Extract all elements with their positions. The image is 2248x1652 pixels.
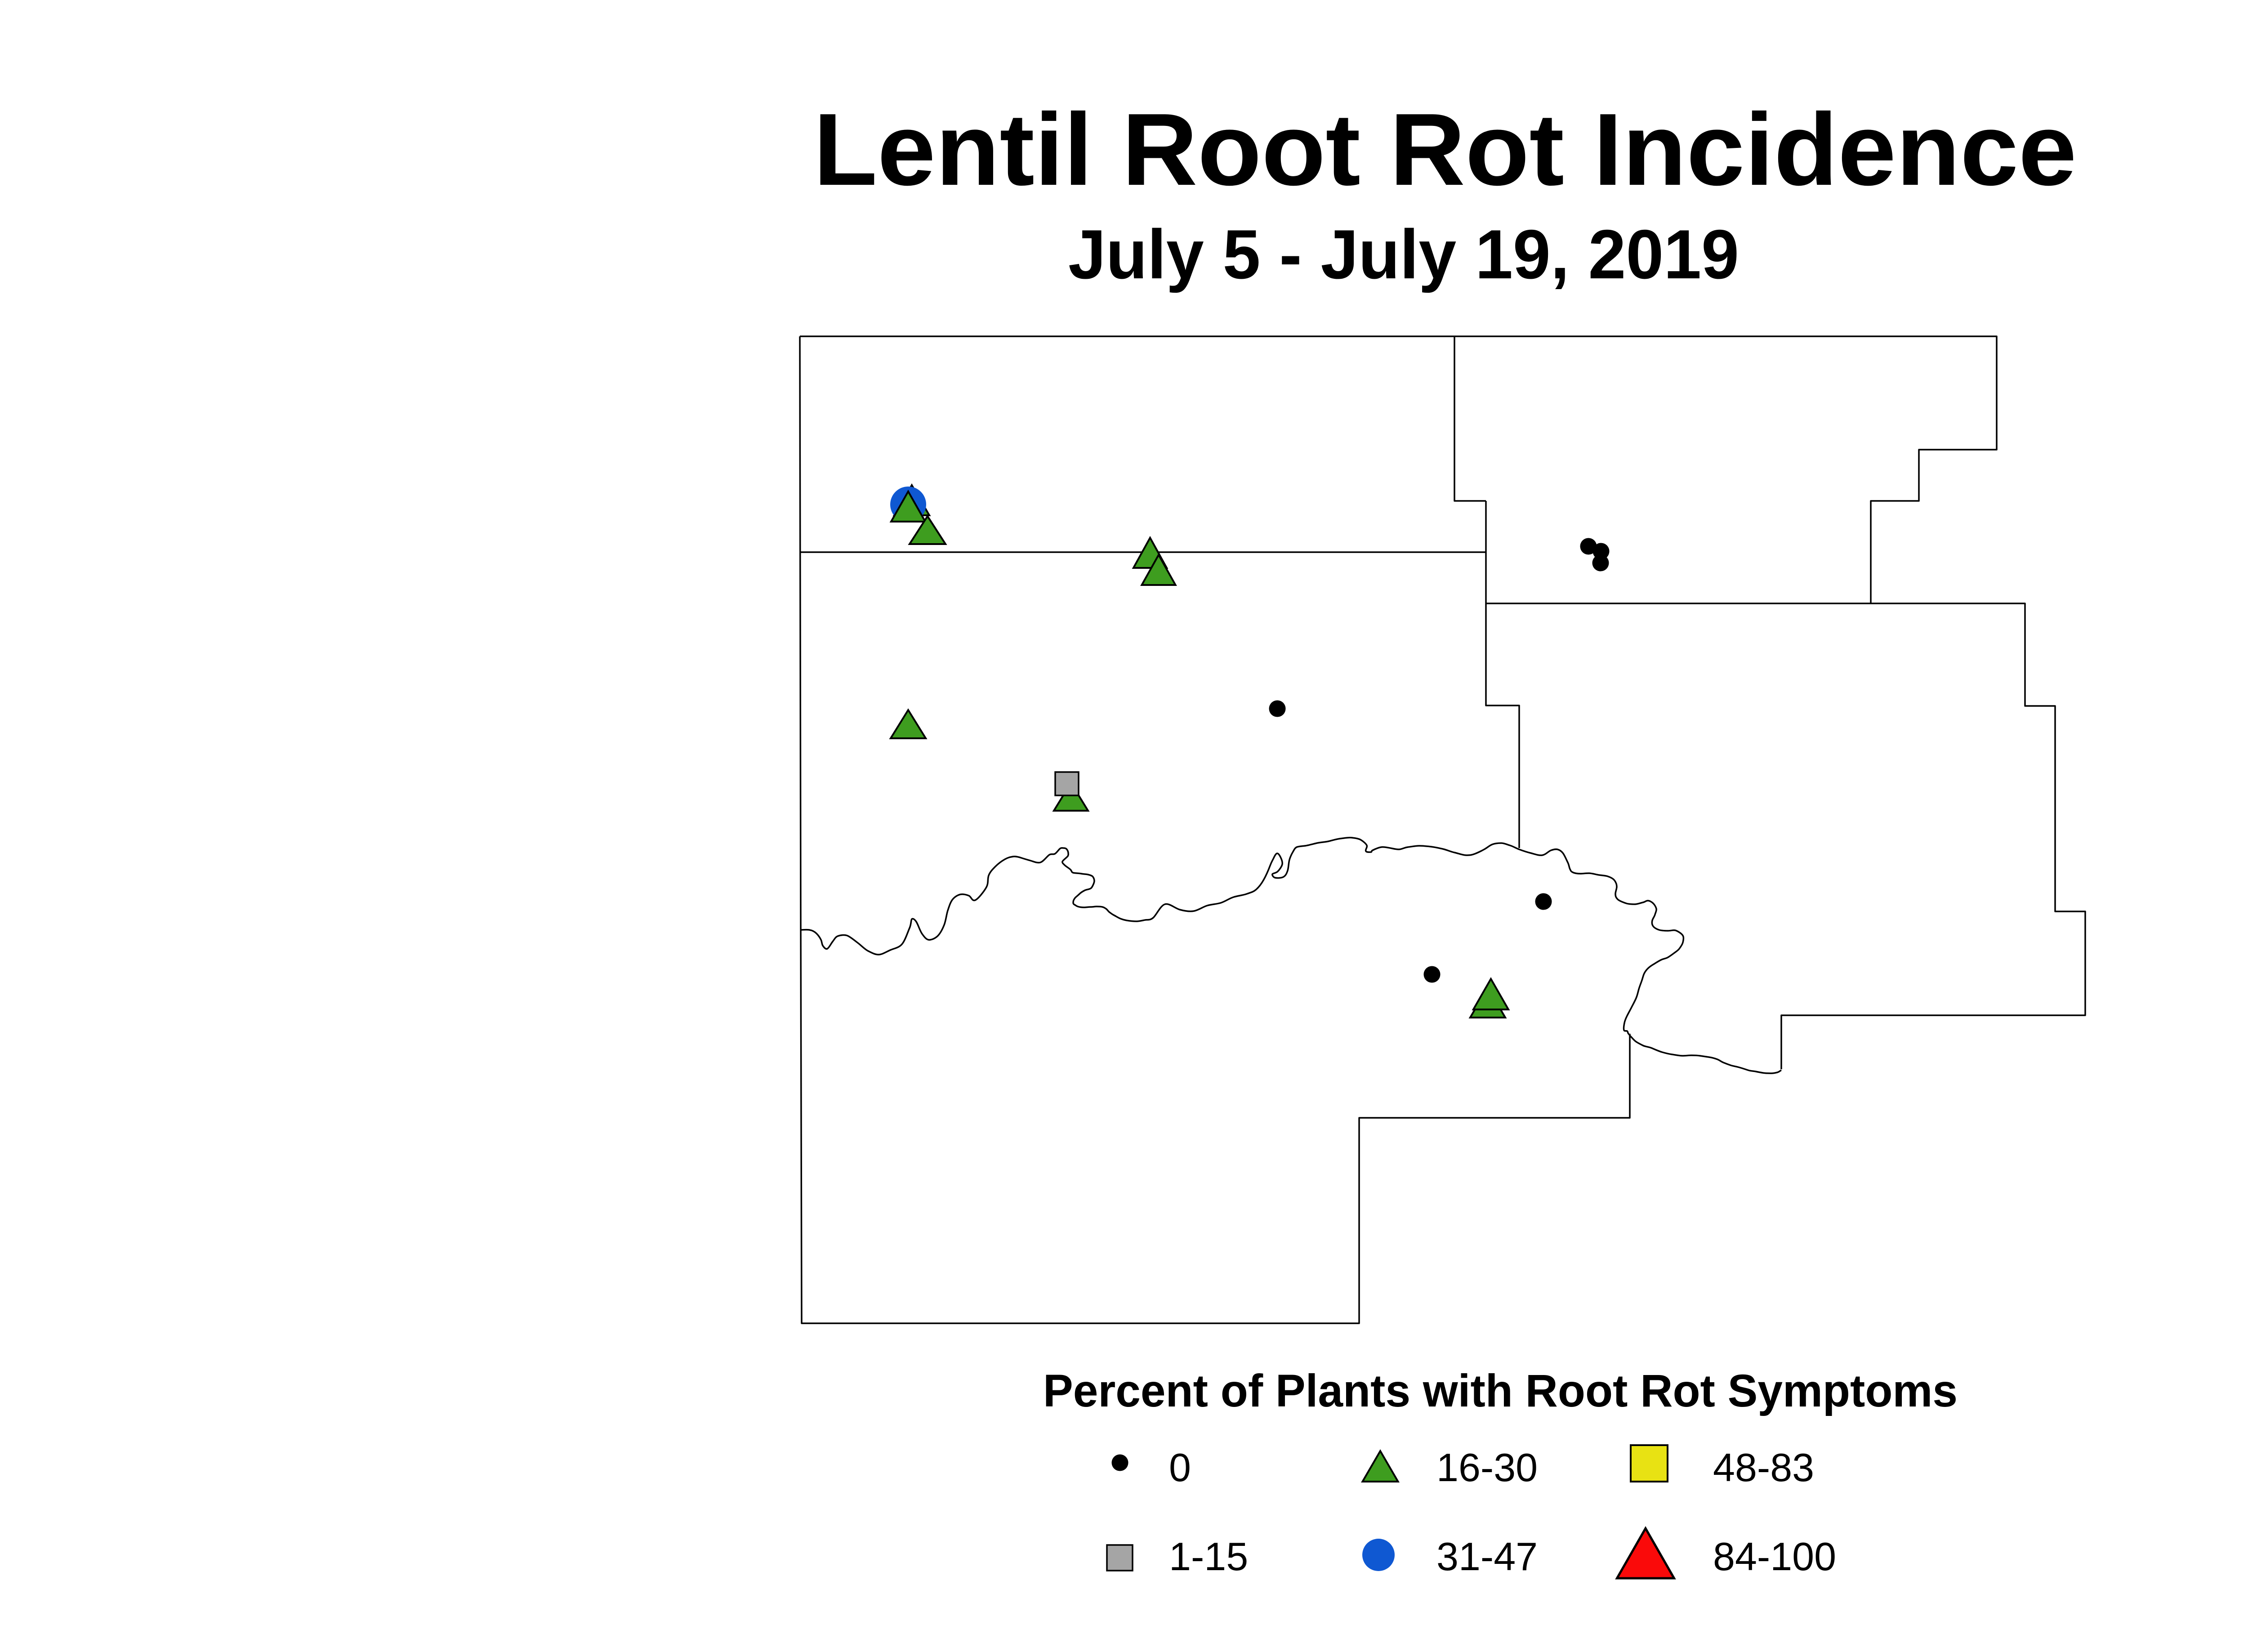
- svg-text:0: 0: [1169, 1445, 1191, 1490]
- svg-text:16-30: 16-30: [1436, 1445, 1538, 1490]
- svg-text:Lentil Root Rot Incidence: Lentil Root Rot Incidence: [813, 93, 2077, 207]
- svg-text:Percent of Plants with Root Ro: Percent of Plants with Root Rot Symptoms: [1043, 1365, 1958, 1416]
- svg-text:July 5 - July 19, 2019: July 5 - July 19, 2019: [1068, 215, 1739, 293]
- svg-text:84-100: 84-100: [1713, 1534, 1836, 1579]
- svg-text:1-15: 1-15: [1169, 1534, 1248, 1579]
- svg-text:31-47: 31-47: [1436, 1534, 1538, 1579]
- svg-text:48-83: 48-83: [1713, 1445, 1814, 1490]
